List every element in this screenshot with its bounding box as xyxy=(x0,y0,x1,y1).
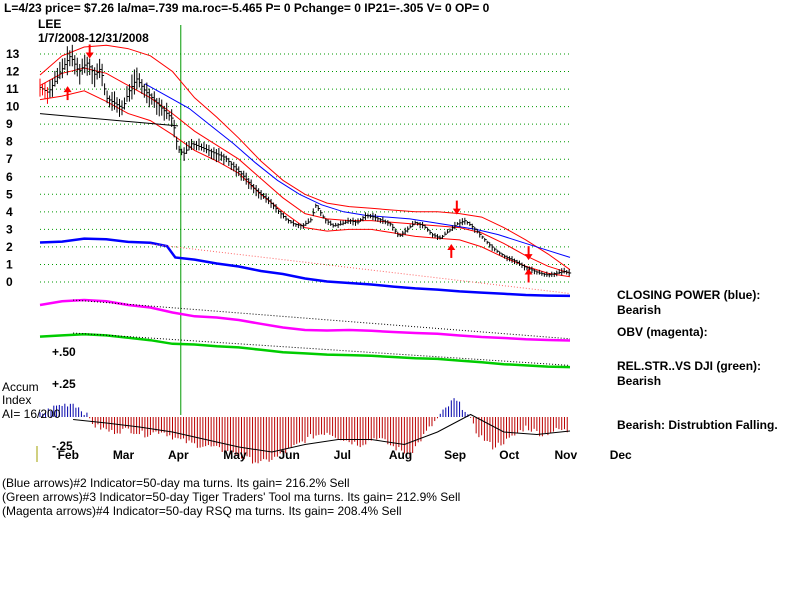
obv-trend xyxy=(73,299,571,340)
month-label: Aug xyxy=(389,448,412,462)
month-labels: Feb Mar Apr May Jun Jul Aug Sep Oct Nov Dec xyxy=(58,448,632,462)
signal-arrows xyxy=(63,44,533,283)
month-label: Dec xyxy=(610,448,632,462)
obv-line xyxy=(39,298,571,342)
month-label: Jul xyxy=(334,448,351,462)
y-tick-label: 12 xyxy=(6,65,20,79)
ticker-label: LEE xyxy=(38,17,61,31)
header-status-line: L=4/23 price= $7.26 la/ma=.739 ma.roc=-5… xyxy=(4,1,490,15)
sell-arrow xyxy=(452,200,461,215)
month-label: Mar xyxy=(113,448,135,462)
month-label: Nov xyxy=(554,448,577,462)
y-tick-label: 1 xyxy=(6,257,13,271)
accum-level-minus25: -.25 xyxy=(52,439,73,453)
y-tick-label: 5 xyxy=(6,187,13,201)
y-tick-label: 10 xyxy=(6,100,20,114)
y-tick-label: 7 xyxy=(6,152,13,166)
support-trendline xyxy=(39,113,179,127)
closing-power-line xyxy=(39,237,571,298)
bollinger-bands xyxy=(39,44,571,278)
relstr-trend xyxy=(73,332,571,366)
accum-index-histogram xyxy=(39,398,568,464)
date-range-label: 1/7/2008-12/31/2008 xyxy=(38,31,149,45)
closing-power-value: Bearish xyxy=(617,303,662,317)
obv-label: OBV (magenta): xyxy=(617,325,708,339)
accum-level-plus25: +.25 xyxy=(52,377,76,391)
mid-band-line xyxy=(39,67,571,274)
accum-note: Bearish: Distrubtion Falling. xyxy=(617,418,778,432)
closing-power-label: CLOSING POWER (blue): xyxy=(617,288,761,302)
buy-arrow xyxy=(447,243,456,258)
upper-band-line xyxy=(39,44,571,271)
sell-arrow xyxy=(524,246,533,261)
index-title: Index xyxy=(2,393,31,407)
buy-arrow xyxy=(63,86,72,101)
month-label: Sep xyxy=(444,448,466,462)
accum-level-plus50: +.50 xyxy=(52,345,76,359)
relstr-label: REL.STR..VS DJI (green): xyxy=(617,359,762,373)
moving-average-line xyxy=(144,83,571,258)
y-tick-label: 0 xyxy=(6,275,13,289)
y-tick-label: 9 xyxy=(6,117,13,131)
month-label: Apr xyxy=(168,448,189,462)
relstr-line xyxy=(39,332,571,369)
y-tick-label: 2 xyxy=(6,240,13,254)
accum-index-ma-line xyxy=(73,413,571,453)
y-tick-label: 11 xyxy=(6,82,19,96)
y-tick-label: 3 xyxy=(6,222,13,236)
lower-band-line xyxy=(39,90,571,278)
month-label: Feb xyxy=(58,448,79,462)
buy-arrow xyxy=(524,268,533,283)
relstr-value: Bearish xyxy=(617,374,662,388)
y-tick-label: 6 xyxy=(6,170,13,184)
closing-power-trend xyxy=(150,243,571,294)
month-label: Oct xyxy=(499,448,519,462)
month-label: May xyxy=(223,448,247,462)
y-tick-label: 4 xyxy=(6,205,13,219)
price-gridlines xyxy=(40,53,570,283)
y-tick-label: 13 xyxy=(6,47,20,61)
ai-label: AI= 16/200 xyxy=(2,407,61,421)
footer-line-green: (Green arrows)#3 Indicator=50-day Tiger … xyxy=(2,490,460,504)
footer-line-blue: (Blue arrows)#2 Indicator=50-day ma turn… xyxy=(2,476,350,490)
y-tick-label: 8 xyxy=(6,135,13,149)
footer-line-magenta: (Magenta arrows)#4 Indicator=50-day RSQ … xyxy=(2,504,402,518)
month-label: Jun xyxy=(278,448,299,462)
price-bars xyxy=(39,44,572,278)
accum-title: Accum xyxy=(2,380,39,394)
indicator-lines xyxy=(39,237,571,369)
sell-arrow xyxy=(85,44,94,59)
